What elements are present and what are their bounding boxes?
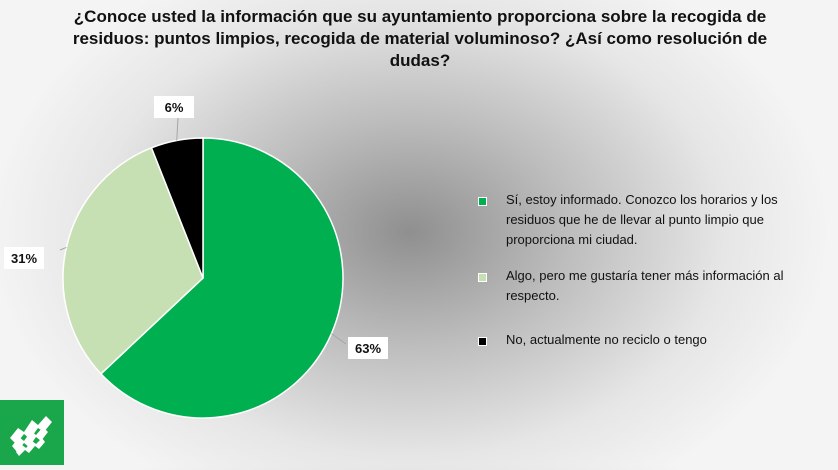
data-label-somewhat: 31% [4, 247, 44, 269]
municipal-logo-icon [0, 400, 64, 465]
data-label-informed: 63% [348, 337, 388, 359]
svg-text:6%: 6% [165, 100, 184, 115]
legend-swatch-somewhat [478, 273, 487, 282]
chart-title: ¿Conoce usted la información que su ayun… [72, 7, 768, 70]
legend-item-somewhat[interactable]: Algo, pero me gustaría tener más informa… [478, 266, 818, 306]
legend-item-informed[interactable]: Sí, estoy informado. Conozco los horario… [478, 190, 818, 250]
legend-swatch-no [478, 337, 487, 346]
legend: Sí, estoy informado. Conozco los horario… [478, 190, 818, 350]
svg-text:31%: 31% [11, 251, 37, 266]
svg-text:63%: 63% [355, 341, 381, 356]
legend-label-informed: Sí, estoy informado. Conozco los horario… [506, 192, 778, 247]
leader-line-no [176, 117, 179, 141]
legend-label-no: No, actualmente no reciclo o tengo [506, 332, 707, 347]
leader-line-somewhat [59, 246, 67, 251]
data-label-no: 6% [154, 96, 194, 118]
legend-swatch-informed [478, 197, 487, 206]
legend-label-somewhat: Algo, pero me gustaría tener más informa… [506, 268, 784, 303]
legend-item-no[interactable]: No, actualmente no reciclo o tengo [478, 330, 818, 350]
leader-line-informed [331, 333, 347, 345]
pie-slice-informed[interactable] [99, 137, 344, 419]
